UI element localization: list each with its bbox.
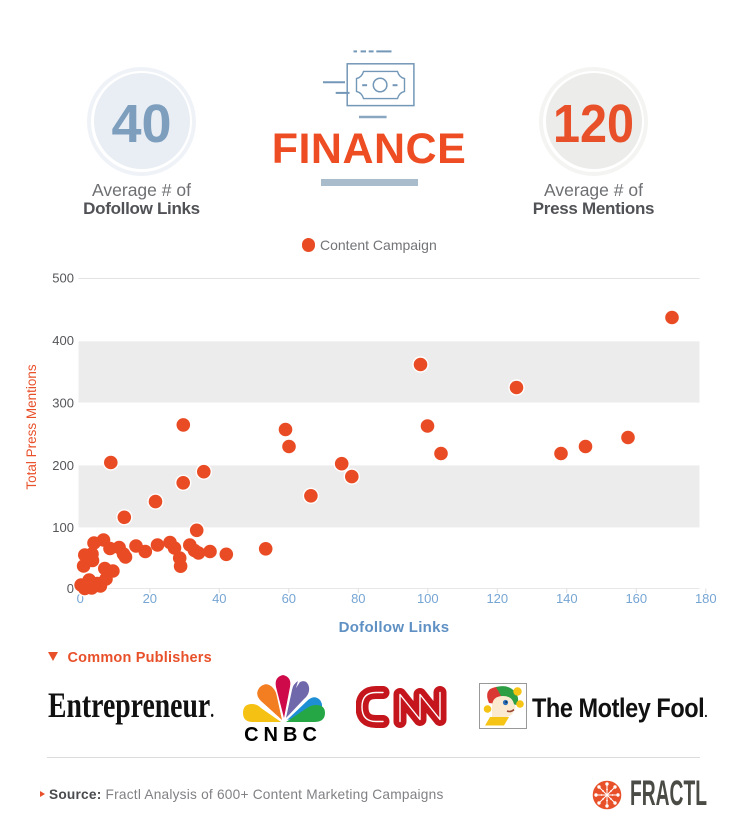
svg-text:CNBC: CNBC	[244, 724, 322, 744]
svg-text:160: 160	[625, 591, 647, 606]
svg-text:0: 0	[77, 591, 84, 606]
svg-text:100: 100	[417, 591, 439, 606]
svg-text:Dofollow Links: Dofollow Links	[339, 619, 450, 636]
svg-text:60: 60	[282, 591, 296, 606]
svg-text:140: 140	[556, 591, 578, 606]
svg-text:400: 400	[52, 333, 74, 348]
svg-text:200: 200	[52, 458, 74, 473]
svg-text:80: 80	[351, 591, 365, 606]
svg-text:300: 300	[52, 396, 74, 411]
svg-text:0: 0	[67, 581, 74, 596]
svg-text:180: 180	[695, 591, 717, 606]
svg-text:40: 40	[212, 591, 226, 606]
svg-text:120: 120	[486, 591, 508, 606]
svg-text:Total Press Mentions: Total Press Mentions	[24, 364, 39, 490]
svg-text:500: 500	[52, 271, 74, 286]
svg-text:20: 20	[143, 591, 157, 606]
svg-text:100: 100	[52, 520, 74, 535]
